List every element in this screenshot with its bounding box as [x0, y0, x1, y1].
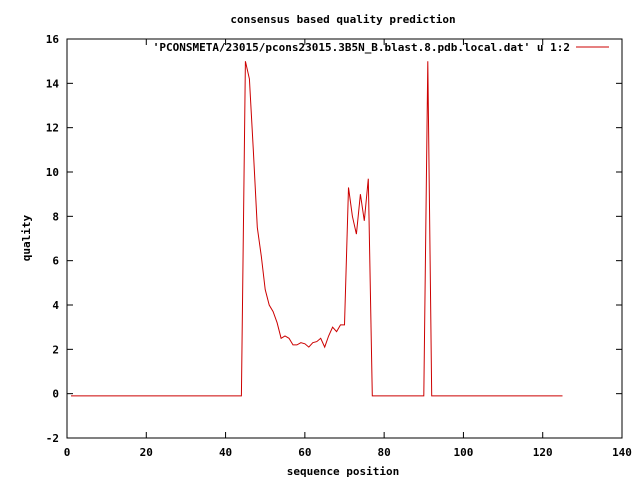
y-tick-label: 10 — [46, 166, 59, 179]
y-tick-label: 6 — [52, 255, 59, 268]
y-axis-label: quality — [20, 214, 33, 261]
x-axis: 0 20 40 60 80 100 120 140 — [64, 39, 632, 459]
y-axis: -2 0 2 4 6 8 10 12 14 16 — [46, 33, 622, 445]
y-tick-label: 12 — [46, 122, 59, 135]
x-tick-label: 20 — [140, 446, 153, 459]
y-tick-label: 8 — [52, 210, 59, 223]
x-tick-label: 80 — [378, 446, 391, 459]
chart-title: consensus based quality prediction — [230, 13, 455, 26]
series-layer — [71, 61, 563, 397]
series-line — [71, 61, 563, 397]
x-tick-label: 100 — [453, 446, 473, 459]
y-tick-label: 16 — [46, 33, 60, 46]
y-tick-label: 0 — [52, 388, 59, 401]
y-tick-label: 4 — [52, 299, 59, 312]
x-tick-label: 40 — [219, 446, 232, 459]
x-tick-label: 0 — [64, 446, 71, 459]
legend-label: 'PCONSMETA/23015/pcons23015.3B5N_B.blast… — [153, 41, 570, 54]
legend: 'PCONSMETA/23015/pcons23015.3B5N_B.blast… — [153, 41, 609, 54]
y-tick-label: 14 — [46, 77, 60, 90]
plot-frame — [66, 38, 623, 439]
x-tick-label: 60 — [298, 446, 311, 459]
x-tick-label: 140 — [612, 446, 632, 459]
y-tick-label: 2 — [52, 343, 59, 356]
y-tick-label: -2 — [46, 432, 59, 445]
x-tick-label: 120 — [533, 446, 553, 459]
x-axis-label: sequence position — [287, 465, 400, 478]
